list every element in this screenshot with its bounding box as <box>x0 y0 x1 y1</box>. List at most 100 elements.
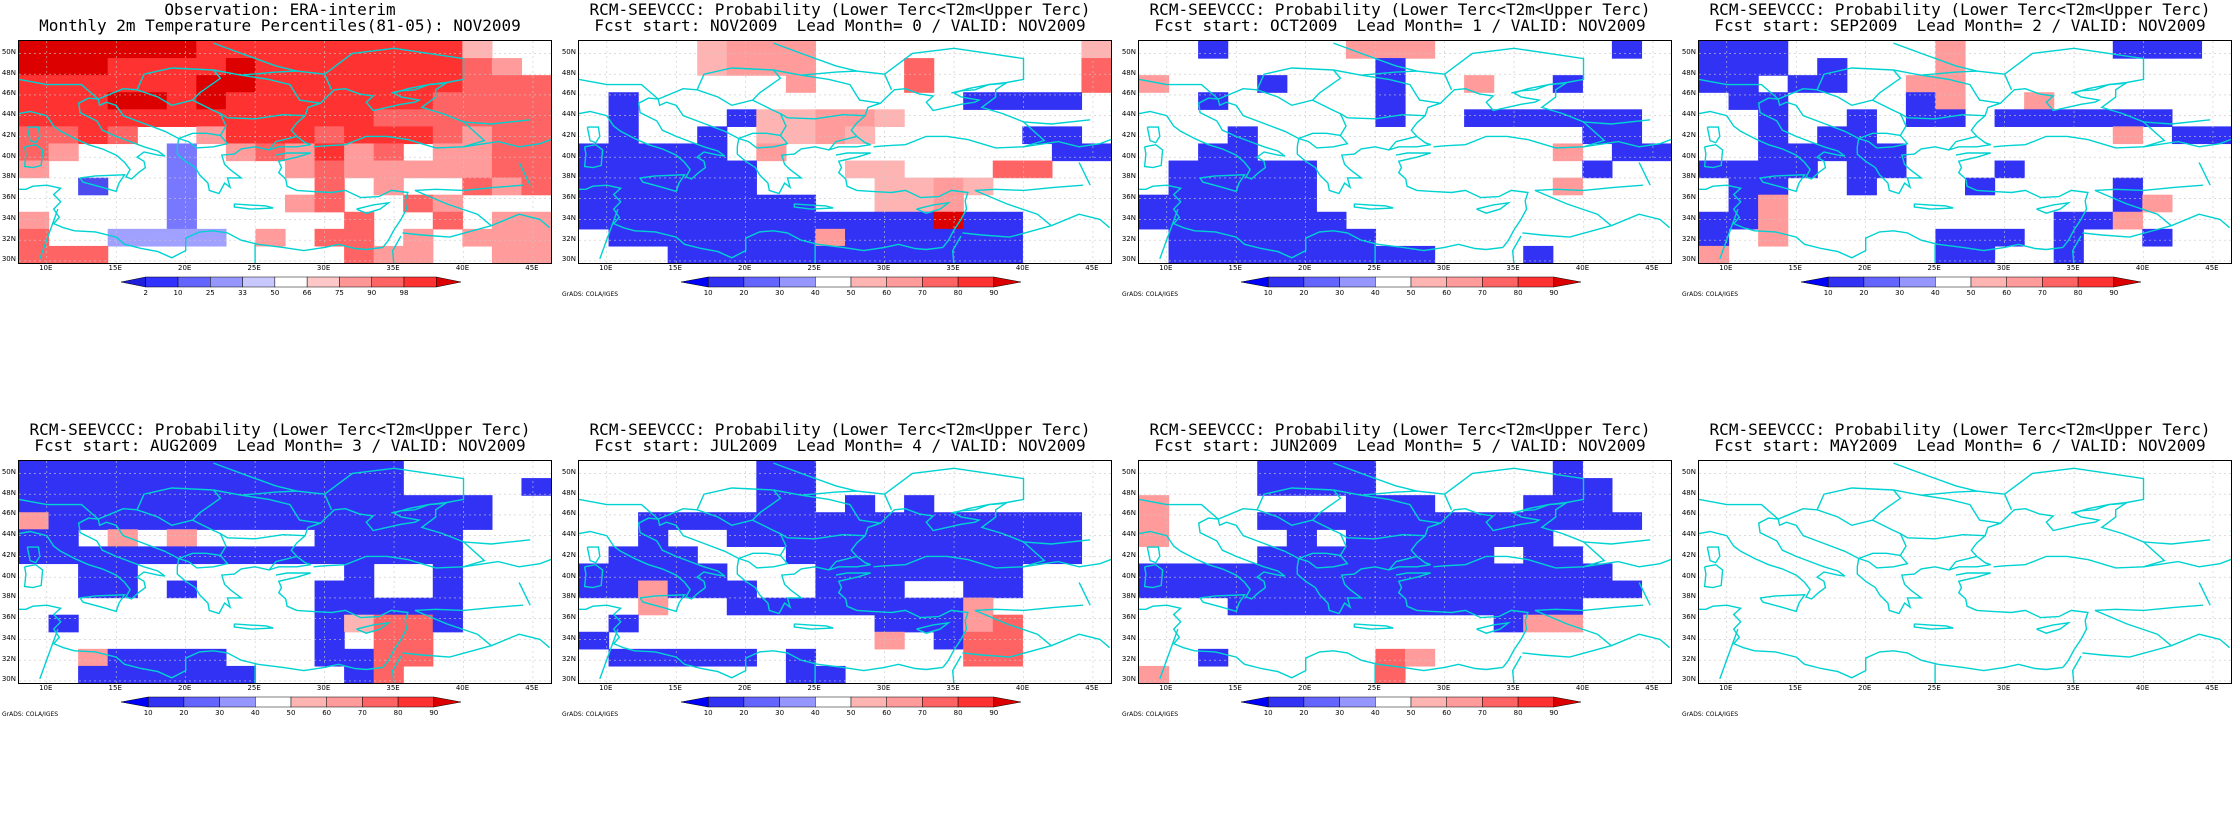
grid-cell <box>48 245 79 263</box>
colorbar-swatch <box>1410 276 1447 288</box>
grid-cell <box>521 109 551 127</box>
grid-cell <box>1168 580 1199 599</box>
lon-tick-label: 25E <box>247 684 261 692</box>
colorbar-label: 90 <box>2109 289 2119 297</box>
lat-tick-label: 38N <box>1 172 16 181</box>
grid-cell <box>344 143 375 162</box>
grid-cell <box>904 211 935 230</box>
grid-cell <box>521 126 551 145</box>
lat-tick-label: 36N <box>1121 613 1136 622</box>
lon-tick-label: 40E <box>455 684 470 692</box>
grid-cell <box>963 648 994 667</box>
coastline <box>491 633 551 649</box>
grid-cell <box>1257 512 1288 530</box>
grid-cell <box>1965 177 1996 196</box>
grid-cell <box>1051 546 1083 565</box>
grid-cell <box>285 143 316 162</box>
grid-cell <box>403 160 434 179</box>
grid-cell <box>726 512 757 530</box>
panel-subtitle: Fcst start: SEP2009 Lead Month= 2 / VALI… <box>1714 16 2206 35</box>
colorbar-label: 60 <box>1442 709 1452 717</box>
grid-cell <box>1198 194 1229 213</box>
grid-cell <box>78 461 109 479</box>
lat-tick-label: 50N <box>1 467 16 476</box>
colorbar-swatch <box>993 696 1022 708</box>
coastline <box>773 462 857 492</box>
grid-cell <box>107 546 138 565</box>
grid-cell <box>462 228 493 247</box>
coastline <box>233 623 274 630</box>
map-panel: RCM-SEEVCCC: Probability (Lower Terc<T2m… <box>1680 420 2240 840</box>
grid-cell <box>19 92 50 110</box>
lat-tick-label: 42N <box>561 130 576 139</box>
colorbar-swatch <box>815 696 852 708</box>
grid-cell <box>1434 597 1465 616</box>
grid-cell <box>579 211 610 230</box>
grid-cell <box>314 109 345 127</box>
colorbar-label: 10 <box>1263 709 1273 717</box>
grid-cell <box>19 512 50 530</box>
grid-cell <box>638 597 669 616</box>
grid-cell <box>1405 597 1436 616</box>
grid-cell <box>166 194 197 213</box>
grid-cell <box>992 563 1023 582</box>
grid-cell <box>521 75 551 93</box>
colorbar-label: 70 <box>917 289 927 297</box>
lon-tick-label: 20E <box>1298 264 1312 272</box>
grid-cell <box>344 58 375 76</box>
grid-cell <box>1523 529 1554 547</box>
grid-cell <box>314 512 345 530</box>
grid-cell <box>78 495 109 513</box>
coastline <box>1583 558 1671 568</box>
coastline <box>1444 47 1585 84</box>
grid-cell <box>1198 41 1229 59</box>
lon-tick-label: 40E <box>1575 264 1590 272</box>
grid-cell <box>2024 109 2055 127</box>
lat-tick-label: 30N <box>1121 675 1136 684</box>
lon-tick-label: 30E <box>876 264 891 272</box>
grid-cell <box>1935 92 1966 110</box>
grid-cell <box>815 529 846 547</box>
coastline <box>2171 213 2231 229</box>
grid-cell <box>697 580 728 599</box>
coastline <box>23 143 44 169</box>
colorbar-swatch <box>210 276 243 288</box>
grid-cell <box>48 461 79 479</box>
grid-cell <box>608 109 639 127</box>
grid-cell <box>1758 211 1789 230</box>
colorbar-label: 10 <box>1823 289 1833 297</box>
grid-cell <box>1846 126 1877 145</box>
grid-cell <box>667 160 698 179</box>
grid-cell <box>521 478 551 496</box>
grid-cell <box>373 546 404 565</box>
grid-cell <box>1846 177 1877 196</box>
coastline <box>1699 498 1779 520</box>
grid-cell <box>2053 211 2084 230</box>
grid-cell <box>432 546 463 565</box>
grid-cell <box>1758 160 1789 179</box>
grid-cell <box>373 245 404 263</box>
coastline <box>2004 47 2145 84</box>
grid-cell <box>1405 648 1436 667</box>
grid-cell <box>608 546 639 565</box>
grid-cell <box>1493 597 1524 616</box>
grid-cell <box>1846 160 1877 179</box>
grid-cell <box>1198 580 1229 599</box>
grid-cell <box>1728 160 1759 179</box>
coastline <box>1353 623 1394 630</box>
lat-tick-label: 40N <box>561 571 576 580</box>
grid-cell <box>608 580 639 599</box>
coastline <box>1583 138 1671 148</box>
grid-cell <box>845 512 876 530</box>
lon-tick-label: 10E <box>1159 264 1173 272</box>
grid-cell <box>1227 228 1258 247</box>
grid-cell <box>726 41 757 59</box>
grid-cell <box>403 194 434 213</box>
coastline <box>2143 558 2231 568</box>
grid-cell <box>314 126 345 145</box>
lat-tick-label: 50N <box>1121 47 1136 56</box>
grid-cell <box>462 41 493 59</box>
grid-cell <box>726 194 757 213</box>
coastline <box>233 203 274 210</box>
coastline <box>1699 501 2166 615</box>
